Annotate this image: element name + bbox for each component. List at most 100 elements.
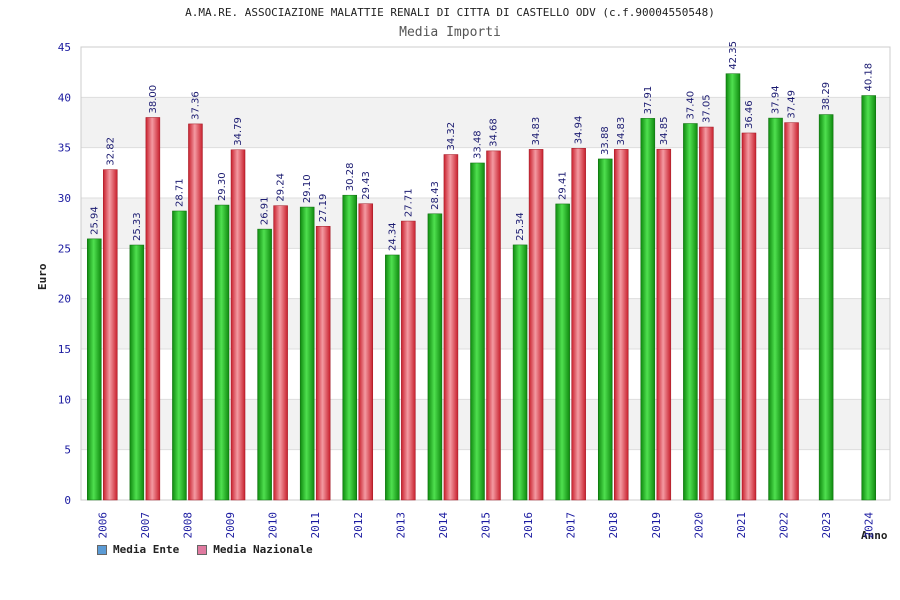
x-axis-label: Anno bbox=[861, 529, 888, 542]
x-tick-label: 2017 bbox=[565, 512, 578, 539]
plot-frame bbox=[80, 46, 891, 501]
y-tick-label: 25 bbox=[58, 242, 71, 255]
nazionale-bar bbox=[486, 150, 501, 501]
ente-bar bbox=[342, 194, 358, 501]
ente-bar bbox=[87, 238, 102, 501]
ente-bar bbox=[768, 117, 783, 501]
ente-value-label: 29.41 bbox=[558, 171, 569, 200]
nazionale-value-label: 34.83 bbox=[531, 117, 542, 146]
nazionale-bar bbox=[571, 148, 586, 501]
legend-swatch-ente bbox=[97, 544, 107, 555]
ente-value-label: 25.94 bbox=[89, 206, 100, 235]
ente-bar bbox=[512, 244, 528, 501]
y-tick-label: 40 bbox=[58, 91, 71, 104]
ente-value-label: 29.30 bbox=[217, 172, 228, 201]
ente-bar bbox=[129, 244, 145, 501]
x-tick-label: 2018 bbox=[607, 512, 620, 539]
nazionale-value-label: 34.32 bbox=[446, 122, 457, 151]
x-tick-label: 2013 bbox=[394, 512, 407, 539]
ente-bar bbox=[470, 162, 485, 501]
nazionale-value-label: 36.46 bbox=[744, 100, 755, 129]
nazionale-value-label: 37.05 bbox=[701, 94, 712, 123]
nazionale-bar bbox=[741, 132, 757, 501]
x-tick-label: 2014 bbox=[437, 512, 450, 539]
legend-swatch-nazionale bbox=[197, 544, 208, 555]
ente-value-label: 33.48 bbox=[473, 130, 484, 159]
x-tick-label: 2008 bbox=[181, 512, 194, 539]
y-tick-label: 20 bbox=[58, 293, 71, 306]
nazionale-bar bbox=[145, 117, 161, 501]
ente-bar bbox=[640, 118, 656, 501]
nazionale-bar bbox=[784, 122, 799, 501]
legend-label-nazionale: Media Nazionale bbox=[213, 543, 313, 556]
x-tick-label: 2024 bbox=[863, 512, 876, 539]
nazionale-bar bbox=[699, 126, 714, 501]
x-tick-label: 2021 bbox=[735, 512, 748, 539]
ente-bar bbox=[299, 206, 315, 501]
ente-value-label: 37.40 bbox=[685, 91, 696, 120]
ente-value-label: 30.28 bbox=[345, 163, 356, 192]
nazionale-value-label: 34.79 bbox=[233, 117, 244, 146]
nazionale-bar bbox=[401, 220, 416, 501]
y-tick-label: 30 bbox=[58, 192, 71, 205]
nazionale-value-label: 38.00 bbox=[148, 85, 159, 114]
ente-value-label: 37.94 bbox=[771, 85, 782, 114]
x-tick-label: 2022 bbox=[778, 512, 791, 539]
ente-bar bbox=[214, 204, 230, 501]
nazionale-bar bbox=[613, 149, 629, 501]
nazionale-bar bbox=[358, 203, 374, 501]
x-tick-label: 2011 bbox=[309, 512, 322, 539]
nazionale-bar bbox=[656, 148, 672, 501]
nazionale-value-label: 34.83 bbox=[616, 117, 627, 146]
y-tick-label: 15 bbox=[58, 343, 71, 356]
x-tick-label: 2006 bbox=[96, 512, 109, 539]
nazionale-value-label: 37.49 bbox=[787, 90, 798, 119]
ente-bar bbox=[818, 114, 834, 501]
nazionale-bar bbox=[273, 205, 288, 501]
ente-value-label: 24.34 bbox=[387, 222, 398, 251]
x-tick-label: 2019 bbox=[650, 512, 663, 539]
nazionale-value-label: 34.85 bbox=[659, 117, 670, 146]
x-tick-label: 2010 bbox=[267, 512, 280, 539]
ente-bar bbox=[172, 210, 187, 501]
nazionale-value-label: 34.94 bbox=[574, 116, 585, 145]
y-tick-label: 10 bbox=[58, 393, 71, 406]
x-tick-label: 2023 bbox=[820, 512, 833, 539]
x-tick-label: 2020 bbox=[692, 512, 705, 539]
x-tick-label: 2007 bbox=[139, 512, 152, 539]
y-tick-label: 0 bbox=[64, 494, 71, 507]
ente-bar bbox=[683, 123, 698, 501]
y-tick-label: 35 bbox=[58, 142, 71, 155]
ente-value-label: 37.91 bbox=[643, 86, 654, 115]
legend-label-ente: Media Ente bbox=[113, 543, 180, 556]
nazionale-value-label: 29.43 bbox=[361, 171, 372, 200]
nazionale-bar bbox=[315, 226, 331, 501]
ente-bar bbox=[555, 203, 570, 501]
y-tick-label: 45 bbox=[58, 41, 71, 54]
nazionale-value-label: 27.19 bbox=[318, 194, 329, 223]
ente-value-label: 42.35 bbox=[728, 41, 739, 70]
ente-value-label: 33.88 bbox=[600, 126, 611, 155]
nazionale-value-label: 37.36 bbox=[190, 91, 201, 120]
legend-item-ente: Media Ente bbox=[97, 543, 179, 556]
ente-value-label: 26.91 bbox=[260, 196, 271, 225]
ente-bar bbox=[725, 73, 741, 501]
nazionale-value-label: 27.71 bbox=[403, 188, 414, 217]
ente-value-label: 25.34 bbox=[515, 212, 526, 241]
nazionale-value-label: 32.82 bbox=[105, 137, 116, 166]
ente-value-label: 28.43 bbox=[430, 181, 441, 210]
nazionale-bar bbox=[443, 154, 459, 501]
ente-value-label: 28.71 bbox=[174, 178, 185, 207]
nazionale-value-label: 34.68 bbox=[489, 118, 500, 147]
nazionale-bar bbox=[103, 169, 118, 501]
legend-item-nazionale: Media Nazionale bbox=[197, 543, 313, 556]
ente-bar bbox=[861, 95, 876, 501]
nazionale-value-label: 29.24 bbox=[276, 173, 287, 202]
ente-value-label: 25.33 bbox=[132, 212, 143, 241]
legend: Media Ente Media Nazionale bbox=[97, 543, 313, 556]
x-tick-label: 2009 bbox=[224, 512, 237, 539]
ente-value-label: 29.10 bbox=[302, 174, 313, 203]
ente-bar bbox=[427, 213, 443, 501]
chart-subtitle: Media Importi bbox=[399, 25, 501, 40]
